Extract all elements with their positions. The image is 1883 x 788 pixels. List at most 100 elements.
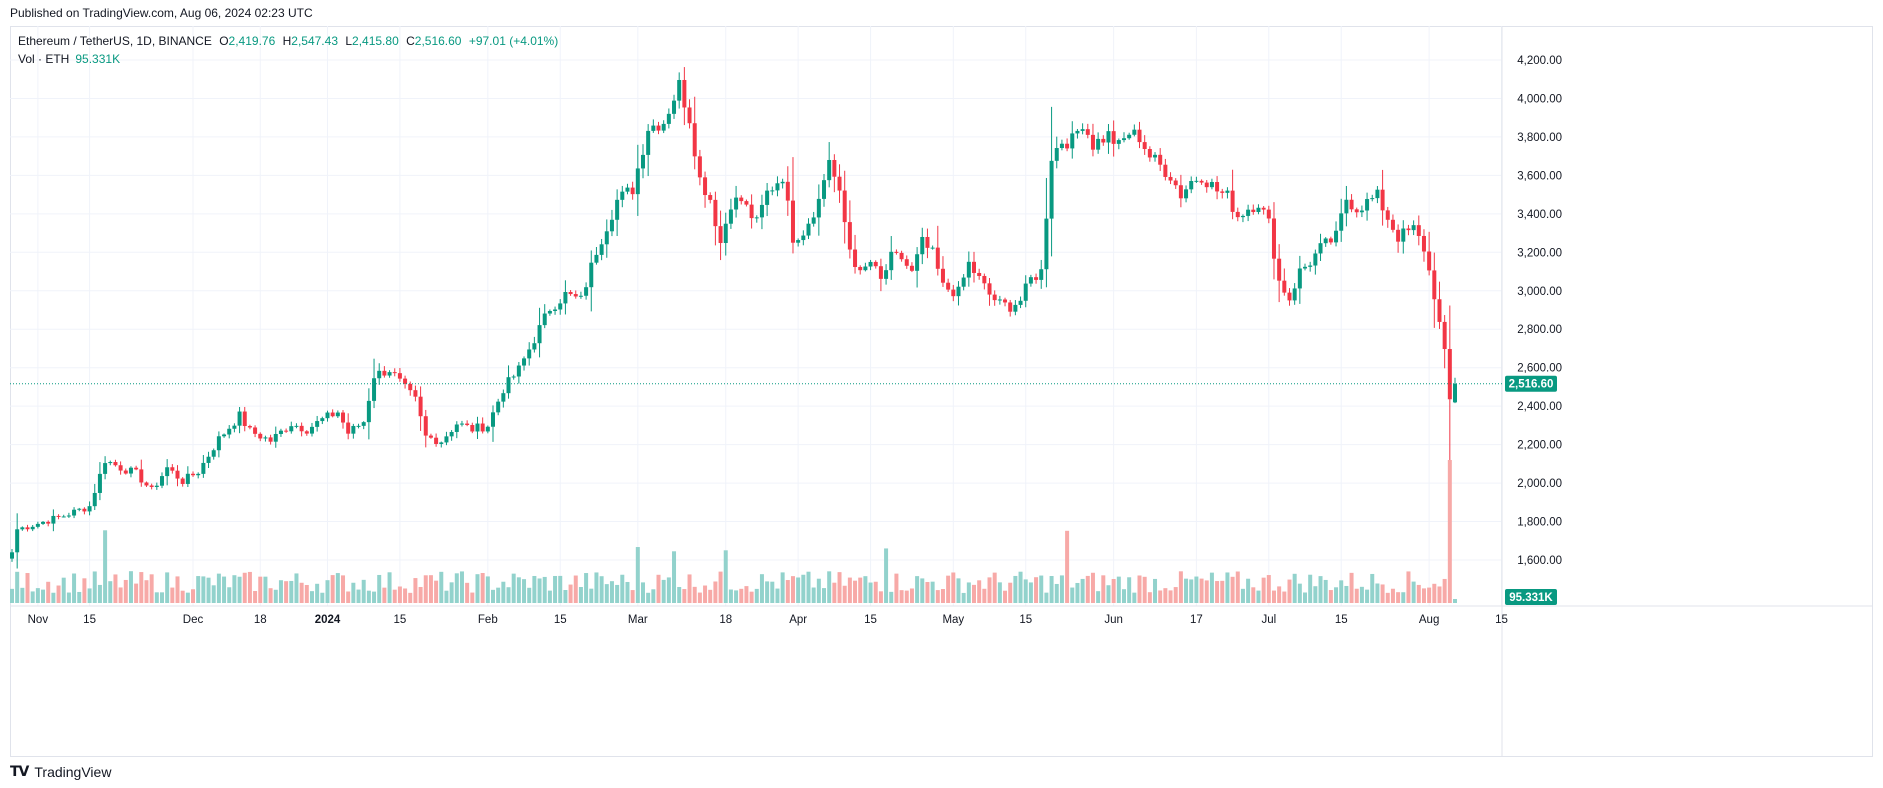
- volume-bar: [692, 586, 697, 603]
- candle-body: [754, 217, 759, 219]
- candle-body: [351, 425, 356, 434]
- candle-body: [811, 217, 816, 224]
- volume-bar: [485, 576, 490, 603]
- volume-bar: [108, 581, 113, 603]
- candle-body: [1189, 181, 1194, 190]
- candle-body: [563, 292, 568, 304]
- volume-bar: [304, 584, 309, 603]
- volume-bar: [325, 580, 330, 603]
- volume-bar: [785, 580, 790, 603]
- candle-body: [1308, 265, 1313, 267]
- volume-bar: [1209, 572, 1214, 603]
- volume-bar: [1359, 586, 1364, 603]
- volume-bar: [754, 588, 759, 603]
- volume-bar: [734, 590, 739, 603]
- volume-bar: [1220, 580, 1225, 603]
- candle-body: [1344, 199, 1349, 214]
- volume-bar: [620, 574, 625, 603]
- volume-bar: [1432, 583, 1437, 603]
- volume-bar: [982, 588, 987, 603]
- volume-bar: [889, 591, 894, 603]
- candle-body: [242, 411, 247, 427]
- volume-bar: [1163, 588, 1168, 603]
- volume-bar: [553, 575, 558, 603]
- candle-body: [346, 422, 351, 434]
- volume-bar: [320, 592, 325, 603]
- candle-body: [418, 396, 423, 417]
- candle-body: [1365, 199, 1370, 211]
- volume-bar: [1023, 579, 1028, 603]
- close-value: 2,516.60: [414, 34, 462, 48]
- candle-body: [1070, 133, 1075, 149]
- candle-body: [30, 526, 35, 530]
- low-value: 2,415.80: [352, 34, 399, 48]
- price-badge: [1505, 375, 1557, 392]
- volume-bar: [154, 592, 159, 603]
- volume-bar: [568, 584, 573, 603]
- candle-body: [1303, 266, 1308, 269]
- candle-body: [475, 423, 480, 432]
- volume-bar: [1003, 590, 1008, 603]
- candle-body: [227, 428, 232, 435]
- volume-bar: [501, 581, 506, 603]
- candle-body: [723, 223, 728, 243]
- volume-bar: [1421, 588, 1426, 603]
- candle-body: [309, 426, 314, 434]
- candle-body: [940, 268, 945, 283]
- volume-bar: [1132, 592, 1137, 603]
- candle-body: [1432, 270, 1437, 300]
- candle-body: [992, 294, 997, 301]
- candle-body: [537, 325, 542, 344]
- tradingview-brand[interactable]: 𝗧𝗩 TradingView: [10, 763, 111, 780]
- candle-body: [1023, 283, 1028, 301]
- open-value: 2,419.76: [228, 34, 276, 48]
- candle-body: [609, 219, 614, 232]
- candle-body: [1246, 209, 1251, 216]
- candle-body: [1406, 228, 1411, 231]
- volume-bar: [61, 577, 66, 603]
- volume-bar: [211, 585, 216, 603]
- volume-bar: [873, 581, 878, 603]
- candle-body: [527, 349, 532, 359]
- x-tick-label: 15: [83, 614, 96, 626]
- candle-body: [149, 485, 154, 487]
- candle-body: [454, 424, 459, 432]
- volume-badge: [1505, 589, 1557, 605]
- volume-bar: [1039, 575, 1044, 603]
- volume-bar: [449, 582, 454, 603]
- volume-bar: [759, 574, 764, 603]
- x-tick-label: Mar: [628, 614, 648, 626]
- volume-bar: [966, 582, 971, 603]
- candle-body: [1447, 349, 1452, 400]
- candle-body: [382, 370, 387, 376]
- candle-body: [263, 437, 268, 439]
- volume-bar: [677, 587, 682, 603]
- candle-body: [397, 373, 402, 379]
- volume-bar: [537, 578, 542, 603]
- candle-body: [1261, 207, 1266, 210]
- candle-body: [1090, 134, 1095, 150]
- candle-body: [1401, 228, 1406, 242]
- candle-body: [770, 190, 775, 192]
- candle-body: [372, 378, 377, 401]
- open-label: O: [219, 34, 229, 48]
- candle-body: [878, 266, 883, 279]
- volume-bar: [1137, 575, 1142, 603]
- candle-body: [480, 423, 485, 432]
- candle-body: [278, 430, 283, 434]
- volume-bar: [335, 573, 340, 603]
- candle-body: [175, 470, 180, 479]
- volume-bar: [51, 592, 56, 603]
- volume-bar: [578, 587, 583, 603]
- candle-body: [935, 247, 940, 269]
- candle-body: [423, 416, 428, 436]
- volume-bar: [1121, 589, 1126, 603]
- volume-bar: [765, 581, 770, 603]
- volume-bar: [237, 576, 242, 603]
- volume-bar: [139, 572, 144, 603]
- volume-bar: [41, 589, 46, 603]
- candle-body: [51, 515, 56, 524]
- y-tick-label: 3,600.00: [1517, 170, 1562, 182]
- volume-bar: [1323, 579, 1328, 603]
